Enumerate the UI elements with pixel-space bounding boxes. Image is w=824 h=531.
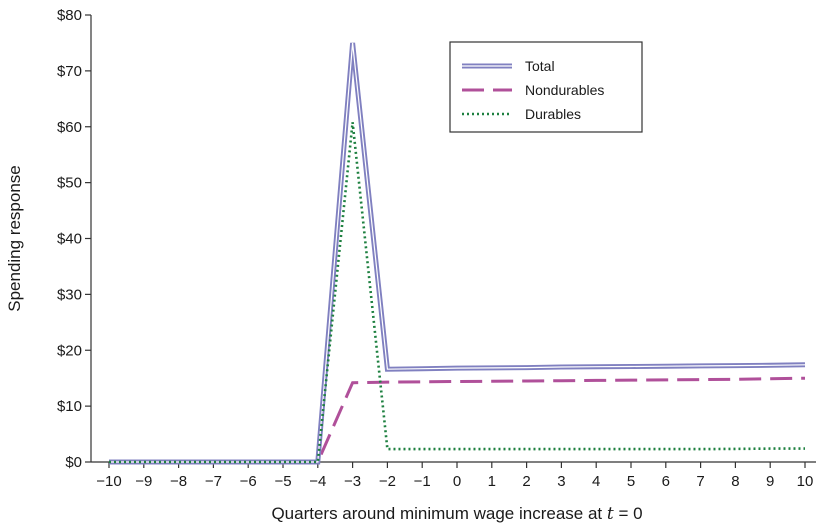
x-tick-label: 6: [662, 473, 670, 490]
y-tick-label: $50: [57, 175, 82, 192]
x-tick-label: −7: [205, 473, 222, 490]
x-tick-label: −2: [379, 473, 396, 490]
x-tick-label: 4: [592, 473, 600, 490]
y-tick-label: $30: [57, 286, 82, 303]
legend-box: [449, 41, 643, 133]
x-axis-title-variable: t: [607, 504, 614, 524]
y-ticks: $0 $10 $20 $30 $40 $50 $60 $70 $80: [57, 7, 91, 471]
legend-label-durables: Durables: [525, 106, 581, 122]
x-tick-label: −9: [135, 473, 152, 490]
x-tick-label: 7: [696, 473, 704, 490]
x-tick-label: −10: [96, 473, 121, 490]
series-line-nondurables: [109, 376, 806, 464]
y-tick-label: $0: [65, 454, 82, 471]
y-axis-title: Spending response: [5, 165, 24, 312]
x-tick-label: 9: [766, 473, 774, 490]
legend-label-nondurables: Nondurables: [525, 82, 604, 98]
x-tick-label: 1: [488, 473, 496, 490]
plot-lines: [109, 42, 806, 465]
series-line-durables: [109, 122, 805, 464]
x-tick-label: −8: [170, 473, 187, 490]
y-tick-label: $70: [57, 63, 82, 80]
axes: $0$10$20$30$40$50$60$70$80 −10 −9 −8 −7 −6 −5…: [57, 7, 816, 490]
x-axis-title: Quarters around minimum wage increase at…: [271, 504, 642, 524]
legend-label-total: Total: [525, 58, 555, 74]
x-tick-label: 10: [797, 473, 814, 490]
x-tick-label: −4: [309, 473, 326, 490]
y-tick-label: $10: [57, 398, 82, 415]
x-ticks: −10 −9 −8 −7 −6 −5 −4 −3 −2 −1 0 1 2 3 4 5 6 7 8 9 10: [96, 462, 813, 490]
legend: Total Nondurables Durables: [449, 41, 643, 133]
x-tick-label: −6: [240, 473, 257, 490]
x-axis-title-text: Quarters around minimum wage increase at: [271, 504, 606, 523]
legend-entries: Total Nondurables Durables: [462, 58, 604, 122]
x-tick-label: 2: [522, 473, 530, 490]
x-tick-label: −3: [344, 473, 361, 490]
y-tick-label: $20: [57, 342, 82, 359]
x-tick-label: 5: [627, 473, 635, 490]
y-tick-label: $60: [57, 119, 82, 136]
y-tick-label: $40: [57, 231, 82, 248]
x-tick-label: 0: [453, 473, 461, 490]
x-tick-label: 3: [557, 473, 565, 490]
x-tick-label: −1: [414, 473, 431, 490]
x-tick-label: −5: [274, 473, 291, 490]
x-tick-label: 8: [731, 473, 739, 490]
x-axis-title-equals: = 0: [614, 504, 643, 523]
y-tick-label: $80: [57, 7, 82, 24]
